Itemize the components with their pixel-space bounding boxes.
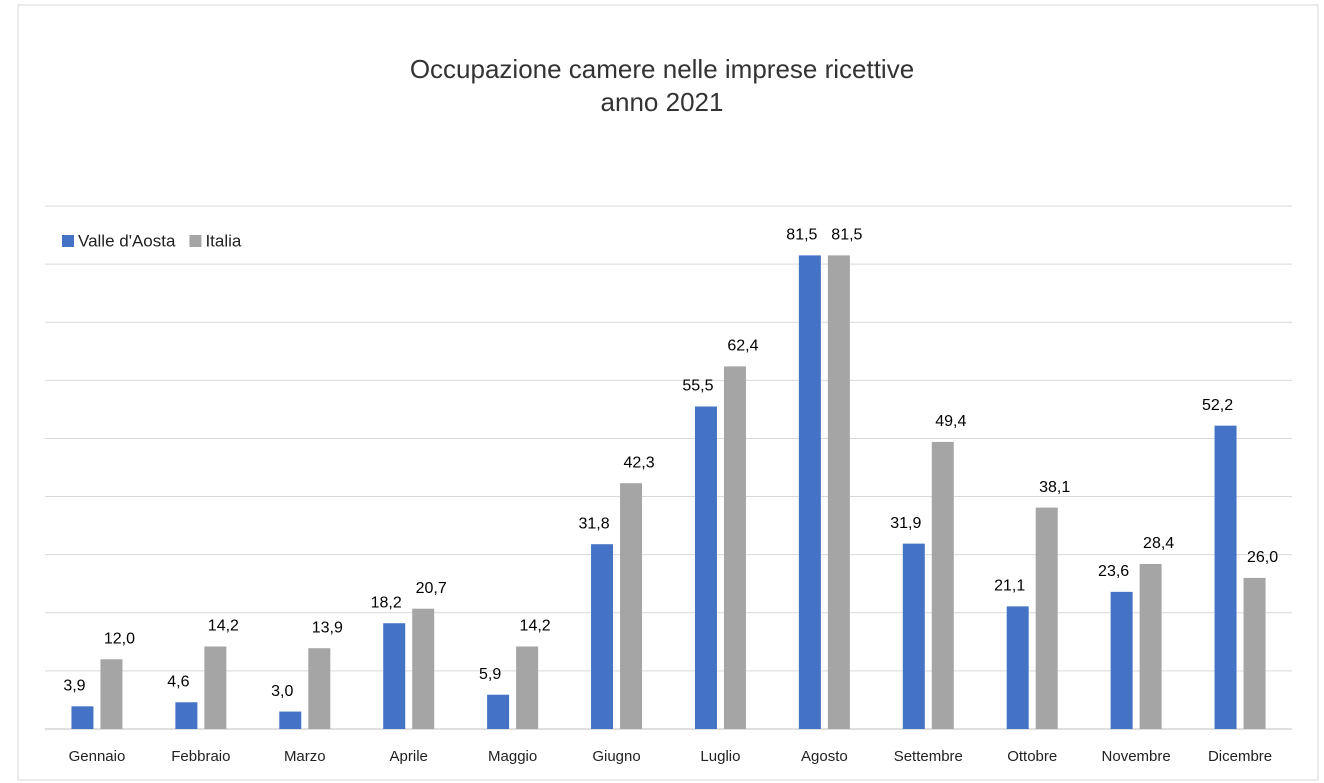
data-label: 26,0 (1247, 549, 1278, 566)
bar (1110, 591, 1133, 729)
x-tick-label: Settembre (894, 748, 963, 765)
x-tick-label: Agosto (801, 748, 848, 765)
data-label: 38,1 (1039, 479, 1070, 496)
data-label: 21,1 (994, 578, 1025, 595)
bar (1139, 563, 1162, 729)
bar (1243, 577, 1266, 729)
bar (620, 483, 643, 729)
bar (175, 702, 198, 729)
data-label: 13,9 (312, 619, 343, 636)
data-label: 23,6 (1098, 563, 1129, 580)
data-label: 12,0 (104, 630, 135, 647)
data-label: 52,2 (1202, 397, 1233, 414)
bar (412, 608, 435, 729)
x-tick-label: Giugno (592, 748, 640, 765)
bar (487, 694, 510, 729)
bar (308, 648, 331, 729)
x-tick-label: Luglio (700, 748, 740, 765)
bar (1035, 507, 1058, 729)
bar (516, 646, 539, 729)
data-label: 3,9 (63, 678, 85, 695)
bar (591, 544, 614, 729)
bar (1006, 606, 1029, 729)
bar (100, 659, 123, 729)
bar (827, 255, 850, 729)
bar (383, 623, 406, 729)
bar (279, 711, 302, 729)
bar (902, 543, 925, 729)
x-tick-label: Maggio (488, 748, 537, 765)
x-tick-label: Marzo (284, 748, 326, 765)
data-label: 62,4 (727, 338, 758, 355)
chart-title: Occupazione camere nelle imprese ricetti… (410, 54, 914, 84)
bar (798, 255, 821, 729)
bar (204, 646, 227, 729)
data-label: 42,3 (623, 454, 654, 471)
data-label: 81,5 (831, 227, 862, 244)
x-tick-label: Novembre (1102, 748, 1171, 765)
data-label: 31,9 (890, 515, 921, 532)
legend-swatch (189, 235, 202, 247)
legend-label: Valle d'Aosta (78, 231, 176, 250)
chart-frame (17, 4, 1319, 781)
legend-label: Italia (205, 231, 241, 250)
x-tick-label: Febbraio (171, 748, 230, 765)
bar (723, 366, 746, 729)
data-label: 55,5 (682, 378, 713, 395)
x-tick-label: Aprile (390, 748, 428, 765)
data-label: 14,2 (208, 618, 239, 635)
data-label: 3,0 (271, 683, 293, 700)
bar (71, 706, 94, 729)
data-label: 20,7 (416, 580, 447, 597)
data-label: 5,9 (479, 666, 501, 683)
data-label: 14,2 (520, 618, 551, 635)
chart-subtitle: anno 2021 (601, 87, 724, 117)
data-label: 18,2 (371, 594, 402, 611)
bar (931, 441, 954, 729)
data-label: 28,4 (1143, 535, 1174, 552)
bar (1214, 425, 1237, 729)
x-tick-label: Ottobre (1007, 748, 1057, 765)
data-label: 4,6 (167, 673, 189, 690)
x-tick-label: Dicembre (1208, 748, 1272, 765)
bar (694, 406, 717, 729)
data-label: 49,4 (935, 413, 966, 430)
data-label: 31,8 (578, 515, 609, 532)
data-label: 81,5 (786, 227, 817, 244)
x-tick-label: Gennaio (69, 748, 126, 765)
legend-swatch (62, 235, 74, 247)
